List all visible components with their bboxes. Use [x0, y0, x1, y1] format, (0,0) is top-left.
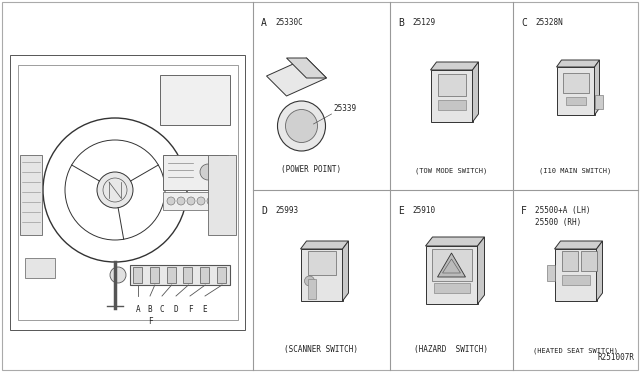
Text: (I10 MAIN SWITCH): (I10 MAIN SWITCH) — [540, 167, 612, 173]
Polygon shape — [472, 62, 479, 122]
Bar — [166, 267, 175, 283]
Bar — [200, 267, 209, 283]
Text: F: F — [148, 317, 152, 326]
Text: A: A — [261, 18, 267, 28]
Bar — [438, 74, 465, 96]
Bar — [426, 246, 477, 304]
Circle shape — [200, 164, 216, 180]
Text: 25500 (RH): 25500 (RH) — [535, 218, 581, 227]
Ellipse shape — [285, 109, 317, 142]
Bar — [217, 267, 226, 283]
Polygon shape — [477, 237, 484, 304]
Text: E: E — [398, 206, 404, 216]
Text: (HEATED SEAT SWITCH): (HEATED SEAT SWITCH) — [533, 347, 618, 353]
Text: 25339: 25339 — [333, 104, 356, 113]
Text: 25328N: 25328N — [535, 18, 563, 27]
Bar — [301, 249, 342, 301]
Bar — [595, 95, 602, 109]
Bar — [580, 251, 596, 271]
Bar — [431, 249, 472, 281]
Circle shape — [177, 197, 185, 205]
Circle shape — [197, 197, 205, 205]
Polygon shape — [431, 62, 479, 70]
Text: 25993: 25993 — [275, 206, 298, 215]
Bar — [25, 258, 55, 278]
Text: 25910: 25910 — [412, 206, 435, 215]
Circle shape — [97, 172, 133, 208]
Bar — [20, 155, 42, 235]
Polygon shape — [287, 58, 326, 78]
Text: A: A — [136, 305, 140, 314]
Polygon shape — [342, 241, 349, 301]
Bar — [163, 192, 228, 210]
Bar — [163, 155, 228, 190]
Bar — [431, 70, 472, 122]
Text: (POWER POINT): (POWER POINT) — [282, 165, 342, 174]
Bar — [433, 283, 470, 293]
Bar — [160, 75, 230, 125]
Bar — [563, 73, 589, 93]
Polygon shape — [438, 253, 465, 277]
Bar — [150, 267, 159, 283]
Polygon shape — [301, 241, 349, 249]
Bar — [561, 275, 589, 285]
Text: E: E — [203, 305, 207, 314]
Bar — [557, 67, 595, 115]
Circle shape — [305, 276, 314, 286]
Bar — [307, 251, 335, 275]
Text: 25330C: 25330C — [275, 18, 303, 27]
Bar — [561, 251, 577, 271]
Text: 25500+A (LH): 25500+A (LH) — [535, 206, 591, 215]
Bar — [184, 267, 193, 283]
Text: F: F — [188, 305, 192, 314]
Bar — [208, 155, 236, 235]
Text: C: C — [160, 305, 164, 314]
Polygon shape — [595, 60, 600, 115]
Bar — [130, 265, 230, 285]
Text: 25129: 25129 — [412, 18, 435, 27]
Bar — [307, 279, 316, 299]
Text: B: B — [148, 305, 152, 314]
Text: D: D — [261, 206, 267, 216]
Circle shape — [167, 197, 175, 205]
Text: B: B — [398, 18, 404, 28]
Bar — [133, 267, 142, 283]
Polygon shape — [554, 241, 602, 249]
Circle shape — [110, 267, 126, 283]
Polygon shape — [266, 58, 326, 96]
Bar — [554, 249, 596, 301]
Circle shape — [207, 197, 215, 205]
Polygon shape — [426, 237, 484, 246]
Text: R251007R: R251007R — [597, 353, 634, 362]
Text: (TOW MODE SWITCH): (TOW MODE SWITCH) — [415, 167, 488, 173]
Text: C: C — [521, 18, 527, 28]
Text: (HAZARD  SWITCH): (HAZARD SWITCH) — [415, 345, 488, 354]
Ellipse shape — [278, 101, 326, 151]
Bar — [438, 100, 465, 110]
Text: D: D — [173, 305, 179, 314]
Text: F: F — [521, 206, 527, 216]
Bar — [547, 265, 554, 281]
Text: (SCANNER SWITCH): (SCANNER SWITCH) — [285, 345, 358, 354]
Polygon shape — [557, 60, 600, 67]
Polygon shape — [596, 241, 602, 301]
Circle shape — [187, 197, 195, 205]
Bar — [566, 97, 586, 105]
